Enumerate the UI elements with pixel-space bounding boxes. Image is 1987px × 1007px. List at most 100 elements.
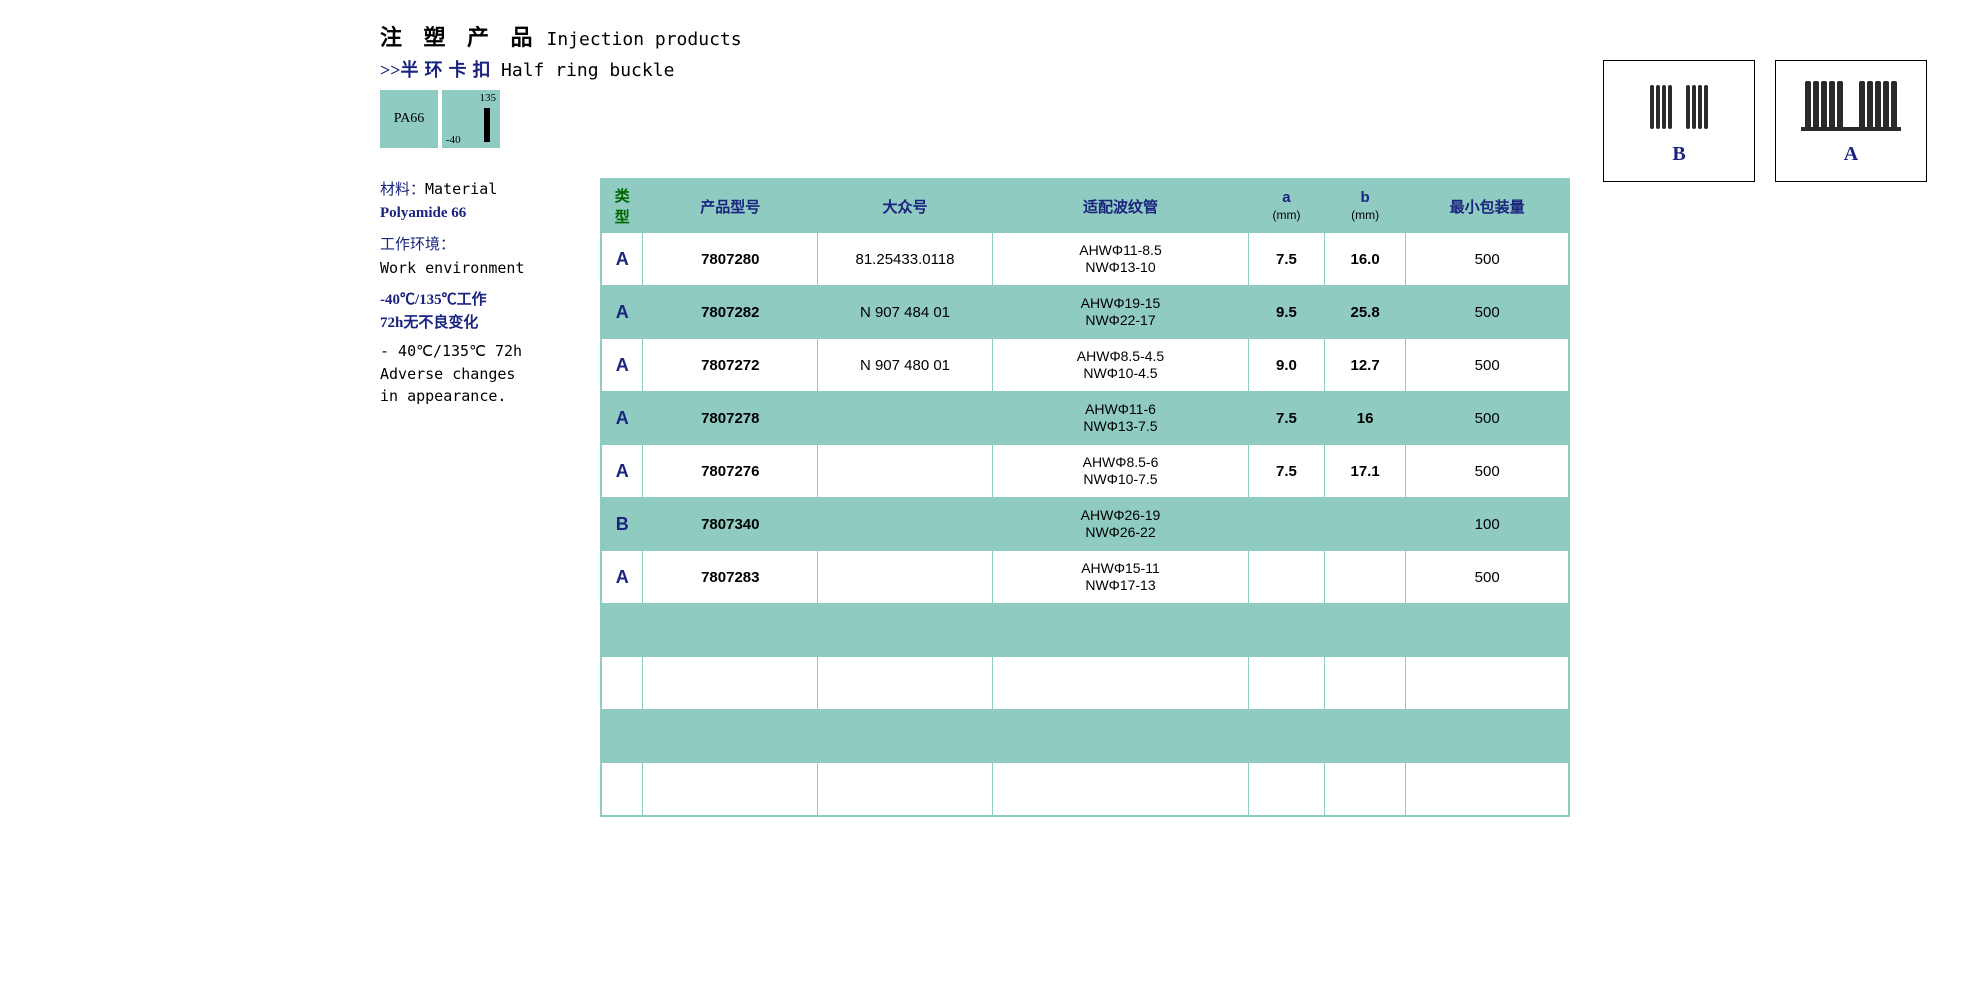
material-label-en: Material — [425, 180, 497, 198]
table-body: A780728081.25433.0118AHWΦ11-8.5NWΦ13-107… — [601, 233, 1569, 817]
cell-oem: N 907 484 01 — [818, 286, 993, 339]
th-b-unit: (mm) — [1351, 208, 1379, 222]
cell-empty — [601, 763, 643, 817]
product-sheet: 注 塑 产 品 Injection products >>半环卡扣 Half r… — [380, 20, 1580, 817]
subtitle-cn: 半环卡扣 — [401, 60, 497, 80]
material-value: Polyamide 66 — [380, 202, 580, 225]
cell-type: A — [601, 233, 643, 286]
arrow-icon: >> — [380, 60, 401, 80]
cell-pack: 500 — [1406, 445, 1569, 498]
condition-en-3: in appearance. — [380, 385, 580, 408]
table-header-row: 类型 产品型号 大众号 适配波纹管 a(mm) b(mm) 最小包装量 — [601, 179, 1569, 233]
env-label-en: Work environment — [380, 257, 580, 280]
cell-empty — [601, 657, 643, 710]
cell-tube: AHWΦ8.5-4.5NWΦ10-4.5 — [992, 339, 1248, 392]
cell-empty — [601, 710, 643, 763]
tube-line2: NWΦ10-4.5 — [999, 365, 1242, 382]
cell-empty — [992, 604, 1248, 657]
cell-oem — [818, 445, 993, 498]
env-label-cn: 工作环境： — [380, 237, 455, 253]
condition-en-2: Adverse changes — [380, 363, 580, 386]
th-tube: 适配波纹管 — [992, 179, 1248, 233]
cell-oem: N 907 480 01 — [818, 339, 993, 392]
cell-empty — [1249, 763, 1325, 817]
cell-model: 7807282 — [643, 286, 818, 339]
cell-b: 16.0 — [1324, 233, 1406, 286]
cell-model: 7807272 — [643, 339, 818, 392]
tube-line1: AHWΦ15-11 — [999, 560, 1242, 577]
subtitle-row: >>半环卡扣 Half ring buckle — [380, 56, 1580, 82]
cell-oem — [818, 498, 993, 551]
table-row: A7807272N 907 480 01AHWΦ8.5-4.5NWΦ10-4.5… — [601, 339, 1569, 392]
cell-model: 7807276 — [643, 445, 818, 498]
table-row: A7807276AHWΦ8.5-6NWΦ10-7.57.517.1500 — [601, 445, 1569, 498]
cell-a: 9.5 — [1249, 286, 1325, 339]
cell-oem: 81.25433.0118 — [818, 233, 993, 286]
cell-a — [1249, 498, 1325, 551]
table-row-empty — [601, 763, 1569, 817]
cell-pack: 500 — [1406, 392, 1569, 445]
th-model: 产品型号 — [643, 179, 818, 233]
cell-empty — [643, 763, 818, 817]
cell-empty — [818, 763, 993, 817]
material-badge: PA66 — [380, 90, 438, 148]
temp-bar-icon — [484, 108, 490, 142]
table-row-empty — [601, 604, 1569, 657]
cell-model: 7807340 — [643, 498, 818, 551]
title-cn: 注 塑 产 品 — [380, 20, 541, 52]
table-row: A7807283AHWΦ15-11NWΦ17-13500 — [601, 551, 1569, 604]
cell-empty — [1324, 657, 1406, 710]
cell-empty — [1324, 604, 1406, 657]
cell-b — [1324, 498, 1406, 551]
tube-line1: AHWΦ19-15 — [999, 295, 1242, 312]
cell-empty — [1406, 604, 1569, 657]
tube-line1: AHWΦ11-6 — [999, 401, 1242, 418]
th-b: b (mm) — [1324, 179, 1406, 233]
cell-b: 17.1 — [1324, 445, 1406, 498]
figure-a-label: A — [1844, 143, 1858, 166]
table-row-empty — [601, 710, 1569, 763]
cell-empty — [818, 604, 993, 657]
cell-a — [1249, 551, 1325, 604]
cell-empty — [992, 657, 1248, 710]
cell-empty — [643, 657, 818, 710]
cell-empty — [818, 710, 993, 763]
tube-line1: AHWΦ8.5-6 — [999, 454, 1242, 471]
left-spec-column: 材料：Material Polyamide 66 工作环境： Work envi… — [380, 178, 580, 817]
cell-empty — [992, 710, 1248, 763]
temp-low: -40 — [446, 134, 461, 146]
table-row: B7807340AHWΦ26-19NWΦ26-22100 — [601, 498, 1569, 551]
cell-empty — [818, 657, 993, 710]
figure-b-label: B — [1672, 143, 1685, 166]
cell-type: B — [601, 498, 643, 551]
table-row: A780728081.25433.0118AHWΦ11-8.5NWΦ13-107… — [601, 233, 1569, 286]
figures: B A — [1603, 60, 1927, 182]
th-type: 类型 — [601, 179, 643, 233]
cell-model: 7807280 — [643, 233, 818, 286]
cell-tube: AHWΦ15-11NWΦ17-13 — [992, 551, 1248, 604]
cell-pack: 500 — [1406, 339, 1569, 392]
buckle-a-icon — [1801, 77, 1901, 137]
cell-oem — [818, 392, 993, 445]
th-b-label: b — [1361, 189, 1370, 206]
cell-type: A — [601, 339, 643, 392]
cell-empty — [1324, 763, 1406, 817]
cell-pack: 500 — [1406, 233, 1569, 286]
cell-type: A — [601, 286, 643, 339]
condition-cn-1: -40℃/135℃工作 — [380, 289, 580, 312]
cell-a: 9.0 — [1249, 339, 1325, 392]
table-row: A7807278AHWΦ11-6NWΦ13-7.57.516500 — [601, 392, 1569, 445]
cell-empty — [1406, 710, 1569, 763]
cell-empty — [643, 604, 818, 657]
th-a: a(mm) — [1249, 179, 1325, 233]
cell-a: 7.5 — [1249, 392, 1325, 445]
cell-b: 25.8 — [1324, 286, 1406, 339]
cell-empty — [1249, 710, 1325, 763]
tube-line2: NWΦ17-13 — [999, 577, 1242, 594]
tube-line2: NWΦ13-7.5 — [999, 418, 1242, 435]
cell-empty — [1406, 657, 1569, 710]
cell-tube: AHWΦ8.5-6NWΦ10-7.5 — [992, 445, 1248, 498]
title-en: Injection products — [547, 29, 742, 50]
condition-cn-2: 72h无不良变化 — [380, 312, 580, 335]
temp-high: 135 — [480, 92, 497, 104]
